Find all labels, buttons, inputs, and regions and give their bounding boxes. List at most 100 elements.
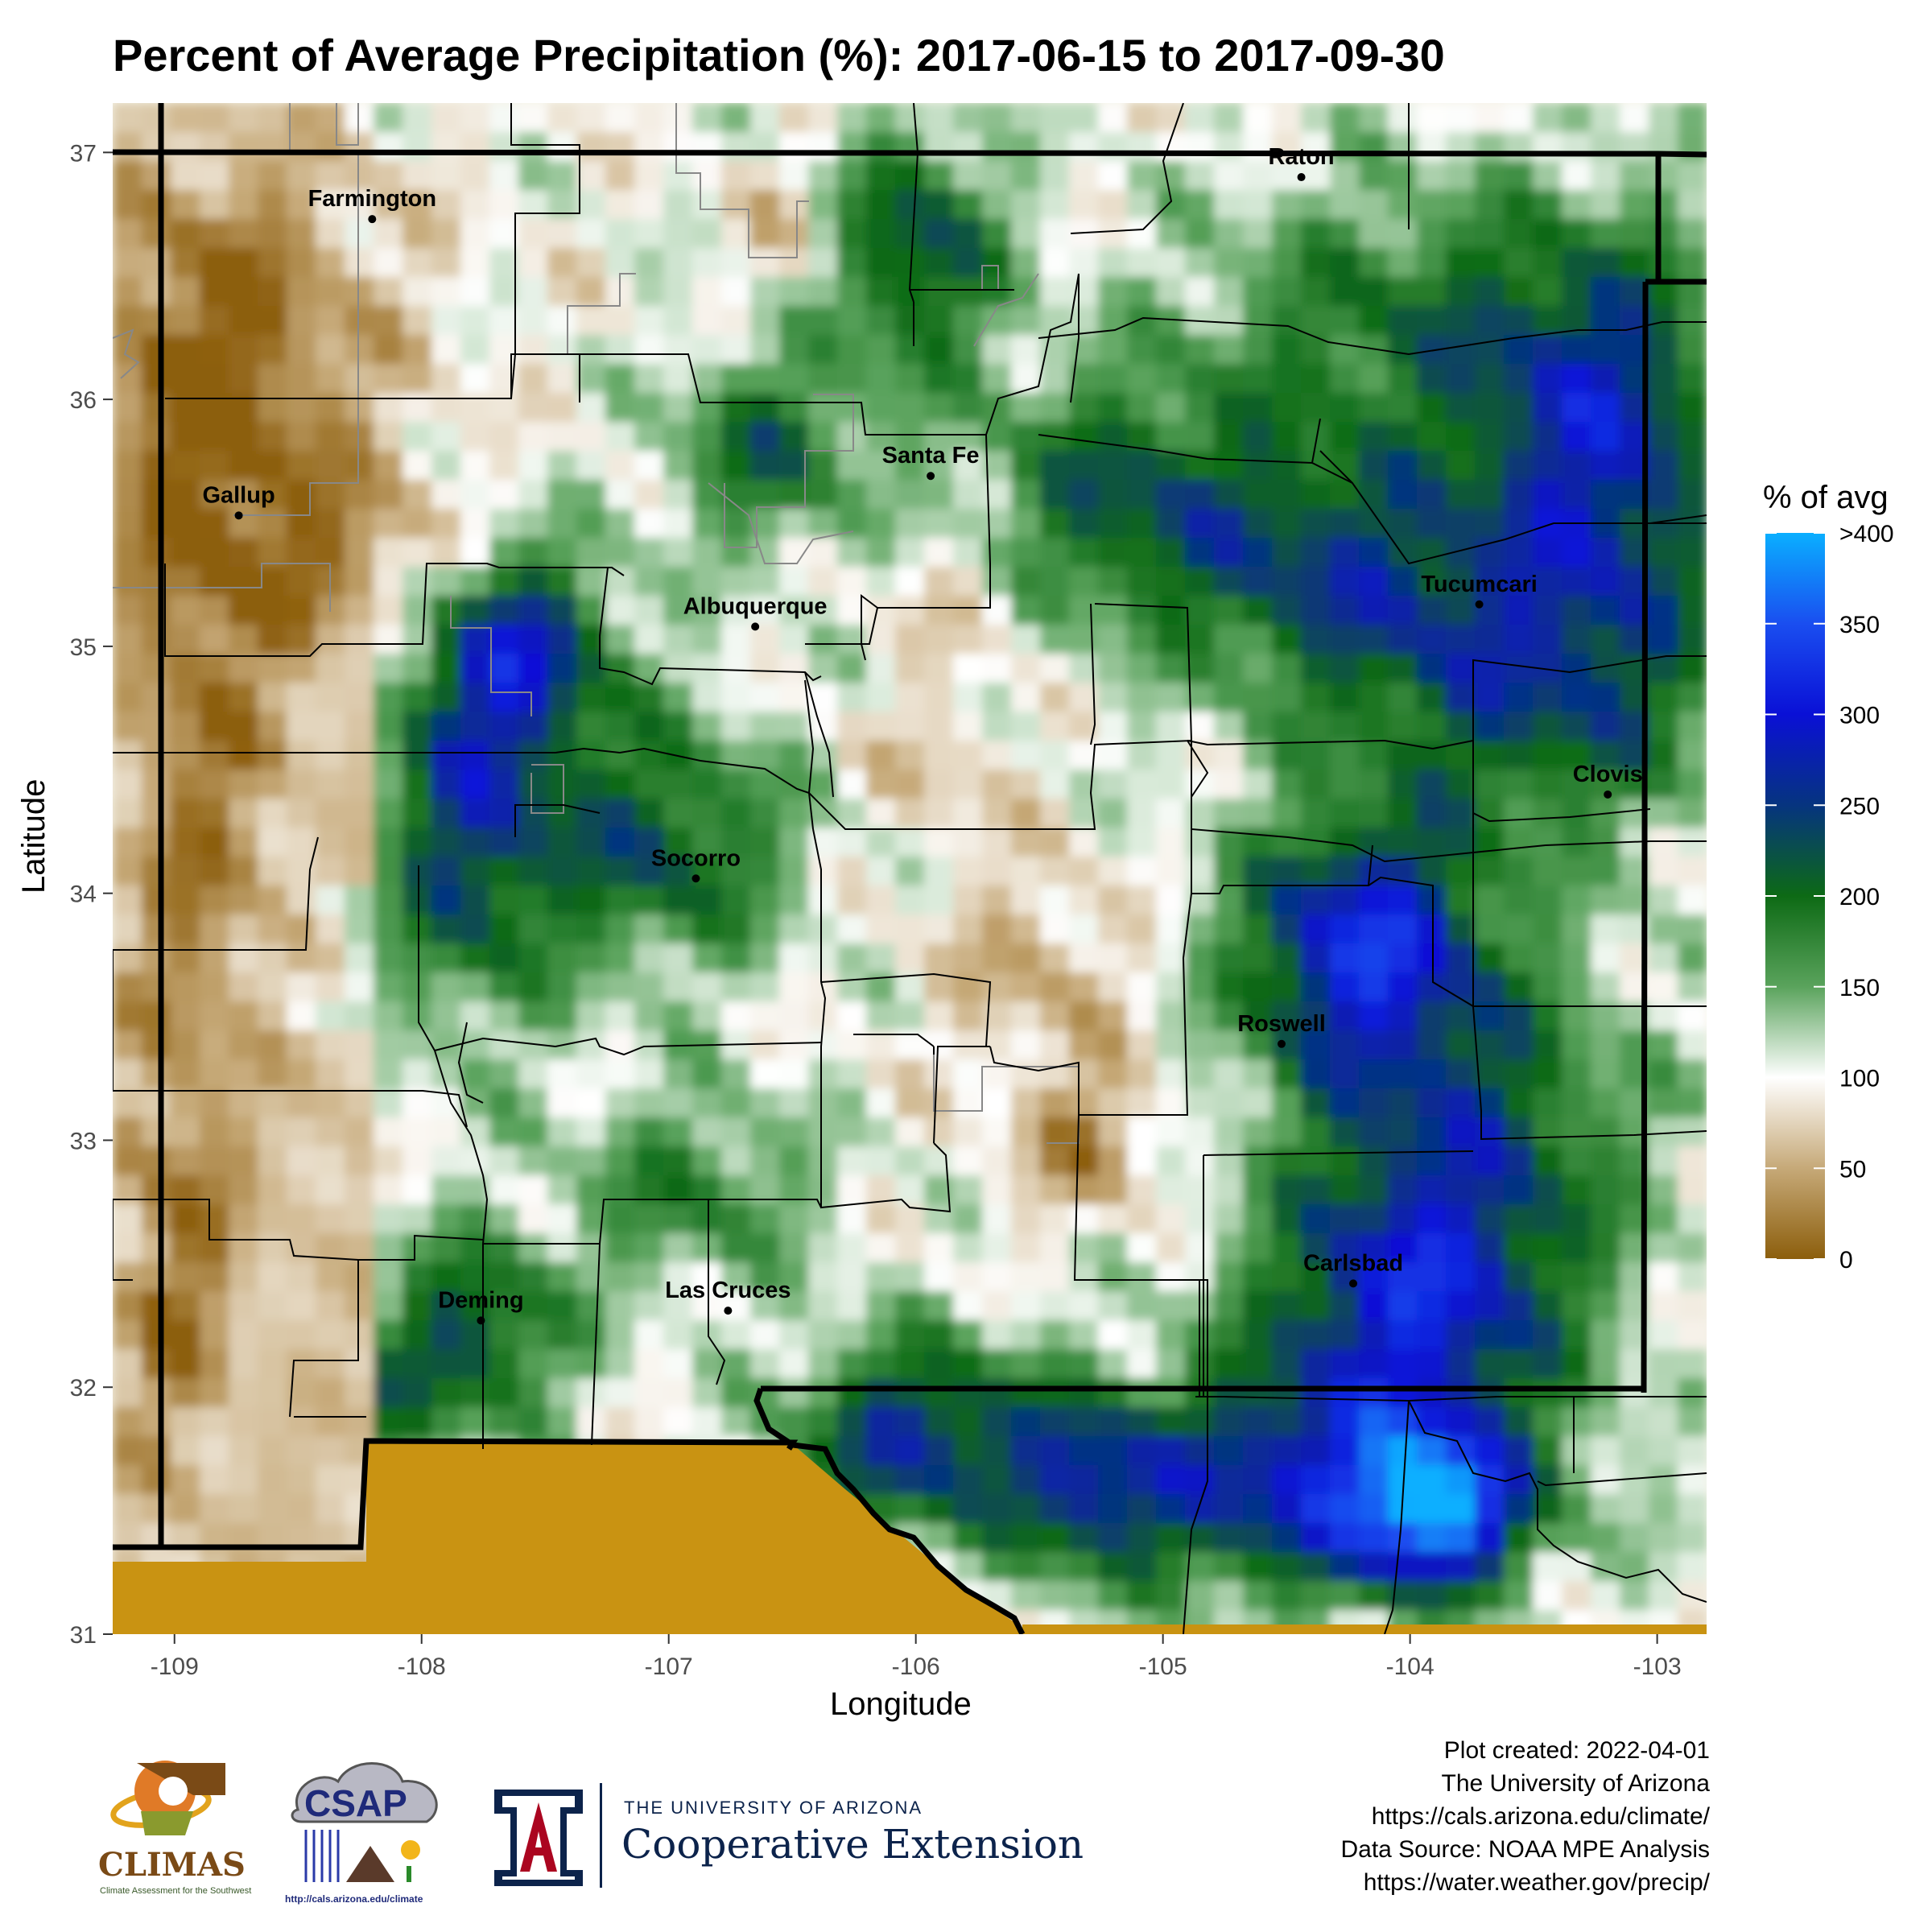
raster-cell [113, 741, 142, 770]
raster-cell [895, 1407, 925, 1437]
ua-name: THE UNIVERSITY OF ARIZONA [624, 1798, 923, 1818]
raster-cell [258, 654, 287, 683]
raster-cell [1301, 972, 1331, 1002]
raster-cell [924, 886, 954, 915]
raster-cell [1417, 364, 1447, 394]
raster-cell [1330, 1146, 1360, 1176]
raster-cell [576, 625, 606, 654]
raster-cell [142, 1291, 171, 1321]
raster-cell [692, 972, 722, 1002]
raster-cell [200, 509, 229, 539]
raster-cell [1040, 1320, 1070, 1350]
raster-cell [1214, 1465, 1244, 1495]
raster-cell [229, 972, 258, 1002]
raster-cell [1388, 1088, 1418, 1118]
raster-cell [1040, 1349, 1070, 1379]
raster-cell [1388, 1175, 1418, 1205]
raster-cell [1562, 364, 1591, 394]
raster-cell [374, 509, 403, 539]
raster-cell [171, 393, 200, 423]
raster-cell [1301, 1407, 1331, 1437]
raster-cell [1504, 972, 1534, 1002]
x-tick-label: -104 [1386, 1653, 1435, 1680]
raster-cell [374, 1117, 403, 1147]
raster-cell [1185, 1581, 1215, 1611]
raster-cell [1330, 306, 1360, 336]
raster-cell [402, 1378, 432, 1408]
raster-cell [200, 277, 229, 307]
raster-cell [1127, 1523, 1157, 1553]
raster-cell [1562, 335, 1591, 365]
raster-cell [1475, 277, 1505, 307]
raster-cell [692, 1204, 722, 1234]
raster-cell [1533, 712, 1563, 741]
raster-cell [1446, 451, 1476, 481]
raster-cell [1156, 654, 1186, 683]
raster-cell [1475, 364, 1505, 394]
raster-cell [287, 1349, 316, 1379]
raster-cell [953, 1117, 983, 1147]
raster-cell [1591, 1523, 1620, 1553]
raster-cell [287, 1233, 316, 1263]
raster-cell [1156, 683, 1186, 712]
raster-cell [345, 943, 374, 973]
raster-cell [750, 567, 780, 597]
raster-cell [1330, 103, 1360, 133]
raster-cell [1678, 914, 1707, 944]
raster-cell [1388, 480, 1418, 510]
raster-cell [1417, 219, 1447, 249]
raster-cell [1359, 1494, 1389, 1524]
raster-cell [345, 596, 374, 625]
raster-cell [1214, 741, 1244, 770]
raster-cell [374, 770, 403, 799]
raster-cell [1533, 799, 1563, 828]
raster-cell [1272, 306, 1302, 336]
raster-cell [779, 1233, 809, 1263]
raster-cell [547, 480, 577, 510]
raster-cell [634, 1146, 664, 1176]
raster-cell [1214, 132, 1244, 162]
raster-cell [1011, 306, 1041, 336]
raster-cell [518, 393, 548, 423]
raster-cell [1214, 1146, 1244, 1176]
raster-cell [345, 132, 374, 162]
raster-cell [576, 1117, 606, 1147]
raster-cell [1562, 1494, 1591, 1524]
city-label: Gallup [202, 482, 275, 508]
raster-cell [1127, 103, 1157, 133]
raster-cell [1301, 1175, 1331, 1205]
raster-cell [1475, 799, 1505, 828]
raster-cell [634, 364, 664, 394]
raster-cell [1591, 393, 1620, 423]
raster-cell [1127, 712, 1157, 741]
raster-cell [663, 886, 693, 915]
raster-cell [808, 132, 838, 162]
raster-cell [634, 1262, 664, 1292]
raster-cell [953, 1320, 983, 1350]
raster-cell [866, 683, 896, 712]
raster-cell [316, 972, 345, 1002]
raster-cell [171, 741, 200, 770]
raster-cell [1562, 1291, 1591, 1321]
raster-cell [1127, 972, 1157, 1002]
raster-cell [200, 712, 229, 741]
raster-cell [287, 828, 316, 857]
raster-cell [518, 596, 548, 625]
raster-cell [1011, 1146, 1041, 1176]
raster-cell [229, 1378, 258, 1408]
raster-cell [1011, 393, 1041, 423]
raster-cell [113, 1349, 142, 1379]
raster-cell [200, 741, 229, 770]
raster-cell [576, 103, 606, 133]
raster-cell [113, 1117, 142, 1147]
raster-cell [576, 1001, 606, 1031]
raster-cell [1562, 219, 1591, 249]
raster-cell [402, 1175, 432, 1205]
raster-cell [721, 277, 751, 307]
raster-cell [1243, 1523, 1273, 1553]
raster-cell [895, 828, 925, 857]
raster-cell [663, 596, 693, 625]
raster-cell [1678, 1233, 1707, 1263]
raster-cell [808, 857, 838, 886]
raster-cell [171, 943, 200, 973]
